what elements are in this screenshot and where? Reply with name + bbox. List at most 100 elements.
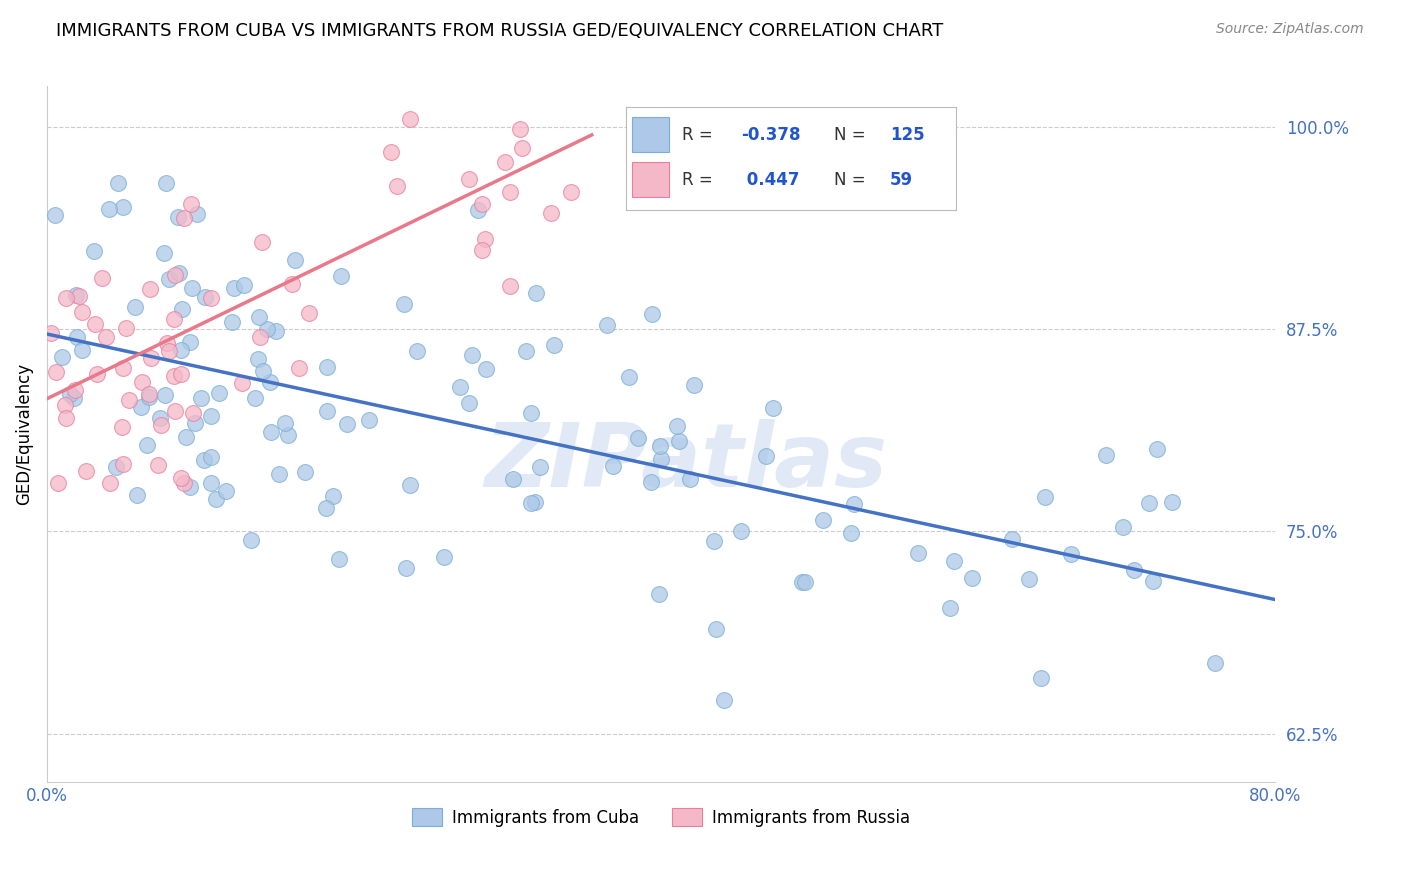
Point bbox=[240, 533, 263, 548]
Point bbox=[70, 343, 93, 358]
Point bbox=[844, 497, 866, 511]
Point bbox=[252, 364, 274, 378]
Point bbox=[679, 472, 702, 486]
Point bbox=[730, 524, 752, 538]
Point bbox=[70, 305, 93, 319]
Point bbox=[648, 439, 671, 453]
Point bbox=[139, 282, 162, 296]
Point bbox=[104, 459, 127, 474]
Point bbox=[668, 434, 690, 449]
Point bbox=[520, 496, 543, 510]
Point bbox=[167, 266, 190, 280]
Point bbox=[474, 232, 496, 246]
Point bbox=[111, 420, 134, 434]
Point bbox=[602, 458, 624, 473]
Point bbox=[173, 475, 195, 490]
Point bbox=[45, 365, 67, 379]
Y-axis label: GED/Equivalency: GED/Equivalency bbox=[15, 363, 32, 506]
Point bbox=[648, 587, 671, 601]
Point bbox=[494, 155, 516, 169]
Point bbox=[1001, 532, 1024, 546]
Point bbox=[98, 475, 121, 490]
Point bbox=[200, 409, 222, 423]
Point bbox=[524, 495, 547, 509]
Text: 125: 125 bbox=[890, 126, 925, 144]
Text: N =: N = bbox=[834, 126, 866, 144]
Point bbox=[59, 387, 82, 401]
Point bbox=[157, 344, 180, 359]
Point bbox=[165, 268, 187, 282]
Point bbox=[560, 185, 582, 199]
Point bbox=[170, 343, 193, 358]
Bar bbox=[633, 162, 669, 197]
Point bbox=[1033, 491, 1056, 505]
Point bbox=[399, 478, 422, 492]
Point bbox=[247, 310, 270, 324]
Text: IMMIGRANTS FROM CUBA VS IMMIGRANTS FROM RUSSIA GED/EQUIVALENCY CORRELATION CHART: IMMIGRANTS FROM CUBA VS IMMIGRANTS FROM … bbox=[56, 22, 943, 40]
Point bbox=[118, 392, 141, 407]
Text: N =: N = bbox=[834, 171, 866, 189]
Point bbox=[200, 475, 222, 490]
Point bbox=[260, 425, 283, 440]
Point bbox=[706, 622, 728, 636]
Point bbox=[157, 272, 180, 286]
Point bbox=[1031, 671, 1053, 685]
Point bbox=[243, 391, 266, 405]
Point bbox=[163, 368, 186, 383]
Point bbox=[224, 280, 246, 294]
Point bbox=[180, 197, 202, 211]
Point bbox=[359, 413, 381, 427]
Point bbox=[277, 427, 299, 442]
Point bbox=[249, 330, 271, 344]
Point bbox=[385, 178, 408, 193]
Point bbox=[181, 281, 204, 295]
Point bbox=[155, 335, 177, 350]
Point bbox=[762, 401, 785, 416]
Point bbox=[1146, 442, 1168, 456]
Point bbox=[813, 513, 835, 527]
Point bbox=[63, 391, 86, 405]
Point bbox=[153, 246, 176, 260]
Point bbox=[127, 488, 149, 502]
Point bbox=[138, 390, 160, 404]
Point bbox=[650, 451, 672, 466]
Point bbox=[1160, 495, 1182, 509]
Point bbox=[63, 383, 86, 397]
Point bbox=[163, 312, 186, 326]
Point bbox=[280, 277, 302, 291]
Point bbox=[129, 401, 152, 415]
Point bbox=[75, 464, 97, 478]
Point bbox=[449, 380, 471, 394]
Point bbox=[395, 561, 418, 575]
Point bbox=[526, 285, 548, 300]
Point bbox=[146, 458, 169, 473]
Point bbox=[907, 546, 929, 560]
Point bbox=[627, 431, 650, 445]
Point bbox=[640, 475, 662, 489]
Point bbox=[713, 693, 735, 707]
Point bbox=[1112, 520, 1135, 534]
Point bbox=[322, 489, 344, 503]
Point bbox=[457, 171, 479, 186]
Point bbox=[172, 302, 194, 317]
Point bbox=[97, 202, 120, 217]
Point bbox=[509, 122, 531, 136]
Point bbox=[167, 210, 190, 224]
Point bbox=[246, 352, 269, 367]
Point bbox=[190, 391, 212, 405]
Point bbox=[155, 177, 177, 191]
Point bbox=[315, 404, 337, 418]
Point bbox=[53, 398, 76, 412]
Point bbox=[90, 270, 112, 285]
Point bbox=[540, 206, 562, 220]
Point bbox=[499, 279, 522, 293]
Text: -0.378: -0.378 bbox=[741, 126, 801, 144]
Point bbox=[461, 348, 484, 362]
Point bbox=[792, 574, 814, 589]
Point bbox=[294, 465, 316, 479]
Point bbox=[499, 185, 522, 199]
Point bbox=[170, 471, 193, 485]
Point bbox=[55, 411, 77, 425]
Point bbox=[155, 388, 177, 402]
Point bbox=[960, 571, 983, 585]
